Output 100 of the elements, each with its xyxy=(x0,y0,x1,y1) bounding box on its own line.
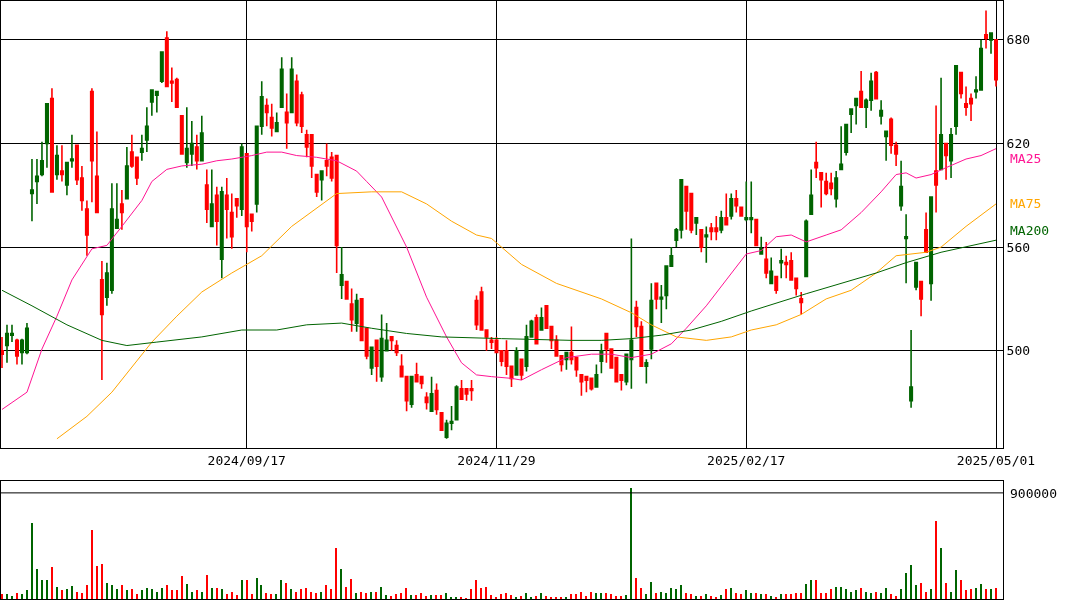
candlestick xyxy=(964,85,969,117)
bar xyxy=(845,588,847,599)
candlestick xyxy=(439,412,444,431)
candlestick xyxy=(224,177,229,240)
bar xyxy=(131,588,133,599)
bar xyxy=(620,595,622,599)
bar xyxy=(231,591,233,599)
bar xyxy=(360,591,362,599)
candlestick xyxy=(204,168,209,224)
bar xyxy=(610,593,612,599)
bar xyxy=(685,592,687,599)
bar xyxy=(186,583,188,599)
candlestick xyxy=(34,158,39,205)
candlestick xyxy=(924,211,929,254)
candlestick xyxy=(429,375,434,412)
bar xyxy=(860,587,862,599)
bar xyxy=(505,592,507,599)
bar xyxy=(216,587,218,599)
bar xyxy=(745,589,747,599)
y-tick-label: 680 xyxy=(1006,32,1031,48)
bar xyxy=(136,593,138,599)
candlestick xyxy=(49,87,54,193)
candlestick xyxy=(339,246,344,300)
candlestick xyxy=(899,159,904,212)
bar xyxy=(800,592,802,599)
bar xyxy=(305,587,307,599)
bar xyxy=(790,593,792,599)
bar xyxy=(16,592,18,599)
candlestick xyxy=(849,108,854,134)
candlestick xyxy=(949,127,954,179)
bar xyxy=(885,587,887,599)
bar xyxy=(330,588,332,599)
bar xyxy=(855,589,857,599)
candlestick xyxy=(309,134,314,179)
bar xyxy=(91,529,93,599)
bar xyxy=(850,591,852,599)
bar xyxy=(26,589,28,599)
bar xyxy=(760,593,762,599)
candlestick xyxy=(514,346,519,376)
bar xyxy=(320,591,322,599)
bar xyxy=(275,593,277,599)
bar xyxy=(565,596,567,599)
x-tick-label: 2025/05/01 xyxy=(956,452,1036,468)
bar xyxy=(345,586,347,599)
bar xyxy=(141,589,143,599)
bar xyxy=(56,586,58,599)
bar xyxy=(385,594,387,599)
candlestick xyxy=(64,161,69,197)
candlestick xyxy=(694,216,699,236)
candlestick xyxy=(279,56,284,109)
candlestick xyxy=(334,154,339,274)
candlestick xyxy=(209,168,214,228)
bar xyxy=(121,584,123,599)
candlestick xyxy=(804,218,809,278)
bar xyxy=(310,591,312,599)
bar xyxy=(96,565,98,599)
bar xyxy=(420,592,422,599)
bar xyxy=(340,568,342,599)
bar xyxy=(825,592,827,599)
candlestick xyxy=(4,324,10,364)
bar xyxy=(690,593,692,599)
candlestick xyxy=(264,97,269,128)
candlestick xyxy=(69,134,74,169)
candlestick xyxy=(654,282,659,311)
bar xyxy=(290,588,292,599)
bar xyxy=(61,589,63,599)
bar xyxy=(625,594,627,599)
candlestick xyxy=(934,104,939,214)
bar xyxy=(325,584,327,599)
candlestick xyxy=(289,56,294,114)
bar xyxy=(375,591,377,599)
series-label: MA75 xyxy=(1010,196,1042,211)
candlestick xyxy=(154,90,159,114)
candlestick xyxy=(944,142,949,181)
bar xyxy=(900,588,902,599)
bar xyxy=(755,592,757,599)
bar xyxy=(705,593,707,599)
bar xyxy=(775,596,777,599)
candlestick xyxy=(874,70,879,100)
bar xyxy=(455,596,457,599)
x-tick-label: 2024/09/17 xyxy=(207,452,286,468)
candlestick xyxy=(983,9,989,50)
bar xyxy=(390,595,392,599)
bar xyxy=(545,595,547,599)
bar xyxy=(985,588,987,599)
candlestick xyxy=(814,140,819,179)
bar xyxy=(400,592,402,599)
bar xyxy=(640,587,642,599)
bar xyxy=(560,596,562,599)
bar xyxy=(940,547,942,599)
bar xyxy=(555,596,557,599)
candlestick xyxy=(424,391,429,411)
candlestick xyxy=(704,225,709,264)
bar xyxy=(435,594,437,599)
candlestick xyxy=(84,199,89,257)
bar xyxy=(31,522,33,599)
candlestick xyxy=(219,185,224,279)
bar xyxy=(770,595,772,599)
candlestick xyxy=(954,64,959,136)
bar xyxy=(970,588,972,599)
